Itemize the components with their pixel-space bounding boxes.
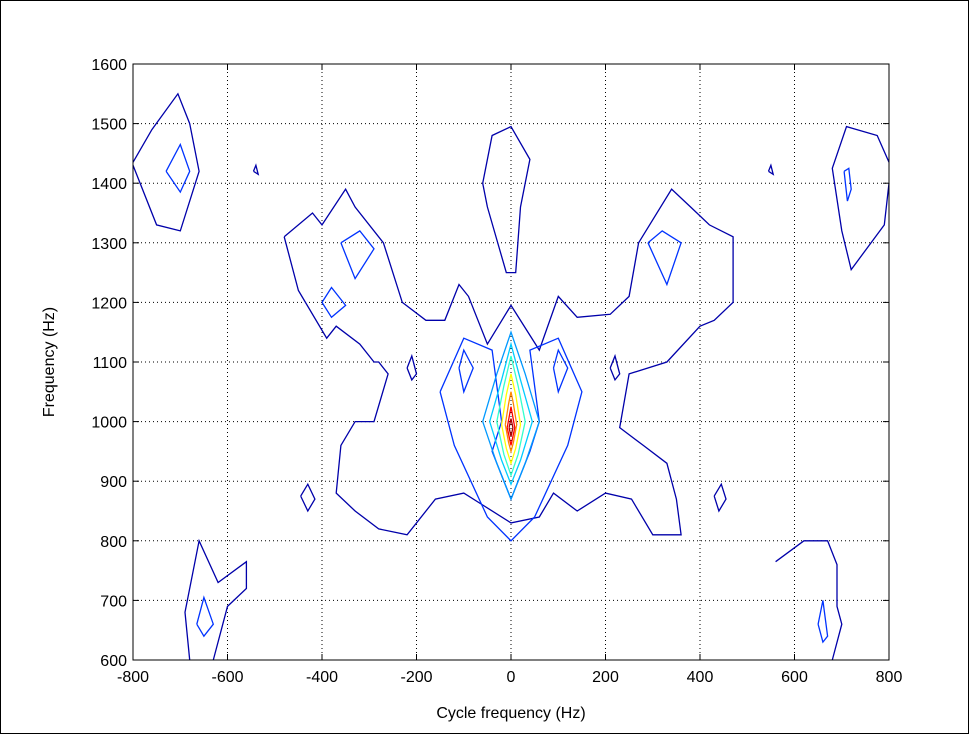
contour-line-level-1: [831, 125, 890, 272]
y-axis-label: Frequency (Hz): [41, 307, 58, 417]
y-tick-label: 600: [100, 653, 127, 670]
contour-line-level-2: [647, 230, 682, 287]
y-tick-label: 1400: [91, 176, 127, 193]
contour-line-level-1: [184, 538, 248, 661]
contour-line-level-7: [504, 391, 518, 454]
contour-line-level-2: [817, 600, 829, 644]
contour-line-level-1: [775, 540, 843, 661]
contour-line-level-2: [321, 286, 347, 319]
contour-line-level-1: [252, 163, 260, 176]
contour-line-level-2: [165, 142, 191, 194]
contour-line-level-6: [500, 373, 522, 466]
contour-line-level-3: [482, 330, 540, 501]
contour-line-level-2: [843, 167, 852, 202]
x-tick-label: -400: [306, 669, 338, 686]
y-tick-label: 1600: [91, 57, 127, 74]
contour-line-level-1: [482, 125, 531, 274]
y-tick-label: 1100: [93, 355, 128, 372]
x-tick-label: -800: [117, 669, 149, 686]
x-tick-label: 200: [592, 669, 619, 686]
contour-line-level-1: [132, 92, 200, 232]
contour-line-level-3: [458, 348, 474, 395]
contour-lines: [132, 92, 890, 661]
contour-line-level-8: [506, 406, 516, 446]
x-tick-label: 400: [687, 669, 714, 686]
contour-line-level-1: [300, 482, 316, 513]
contour-line-level-1: [713, 482, 727, 513]
x-tick-label: 600: [781, 669, 808, 686]
contour-line-level-5: [496, 355, 526, 478]
contour-line-level-1: [283, 187, 734, 536]
y-tick-label: 1200: [91, 295, 127, 312]
x-tick-label: -600: [211, 669, 243, 686]
contour-line-level-2: [196, 595, 215, 638]
contour-line-level-1: [767, 163, 775, 176]
y-tick-label: 1000: [91, 415, 127, 432]
ticks: -800 -600 -400 -200 0 200 400 600 800 600 700 800 90…: [91, 57, 902, 686]
x-tick-label: 0: [507, 669, 516, 686]
contour-line-level-3: [552, 348, 569, 395]
contour-line-level-2: [340, 230, 375, 281]
contour-line-level-9: [508, 418, 514, 437]
x-tick-label: -200: [400, 669, 432, 686]
contour-line-level-1: [609, 353, 621, 382]
contour-line-level-4: [489, 341, 533, 486]
grid: [133, 64, 889, 660]
x-axis-label: Cycle frequency (Hz): [436, 705, 585, 722]
y-tick-label: 1500: [91, 117, 127, 134]
x-tick-label: 800: [876, 669, 903, 686]
y-tick-label: 800: [100, 534, 127, 551]
y-tick-label: 1300: [91, 236, 127, 253]
y-tick-label: 900: [100, 474, 127, 491]
contour-line-level-1: [406, 353, 418, 382]
y-tick-label: 700: [100, 593, 127, 610]
contour-line-level-2: [439, 337, 583, 542]
